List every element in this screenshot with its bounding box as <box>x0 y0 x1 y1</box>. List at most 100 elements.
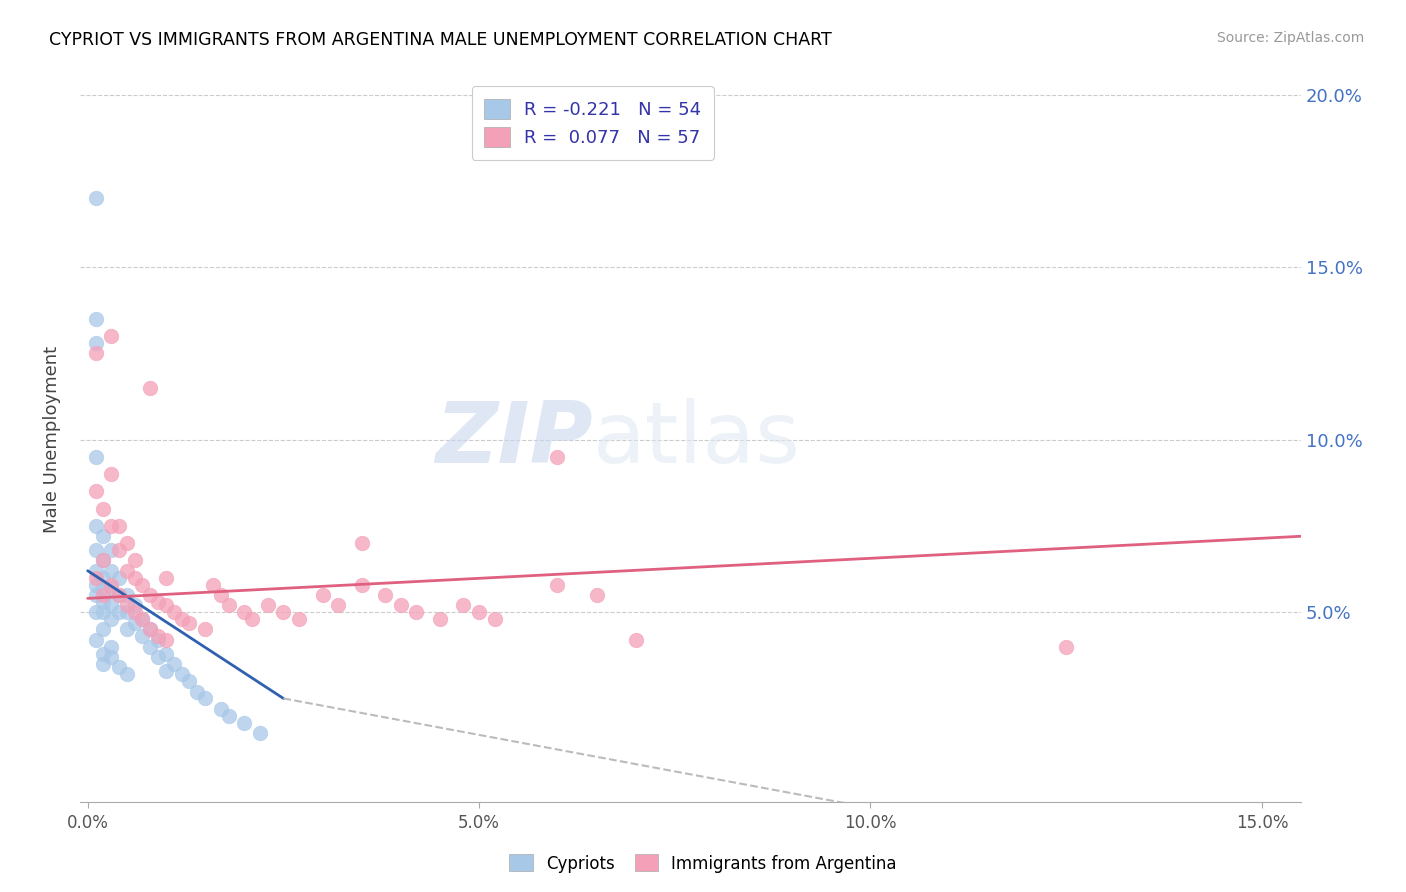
Point <box>155 647 177 661</box>
Point <box>124 615 146 630</box>
Point <box>93 553 115 567</box>
Point <box>170 612 193 626</box>
Point <box>100 612 122 626</box>
Point <box>84 191 107 205</box>
Point <box>139 623 162 637</box>
Point <box>84 588 107 602</box>
Point <box>84 543 107 558</box>
Text: ZIP: ZIP <box>434 398 593 481</box>
Point <box>139 640 162 654</box>
Point <box>93 605 115 619</box>
Point <box>405 605 427 619</box>
Point <box>139 623 162 637</box>
Point <box>256 599 278 613</box>
Point <box>115 605 138 619</box>
Point <box>84 336 107 351</box>
Text: CYPRIOT VS IMMIGRANTS FROM ARGENTINA MALE UNEMPLOYMENT CORRELATION CHART: CYPRIOT VS IMMIGRANTS FROM ARGENTINA MAL… <box>49 31 832 49</box>
Point <box>93 623 115 637</box>
Point <box>453 599 475 613</box>
Point <box>100 650 122 665</box>
Y-axis label: Male Unemployment: Male Unemployment <box>44 346 60 533</box>
Point <box>100 329 122 343</box>
Point <box>240 612 263 626</box>
Point <box>131 612 153 626</box>
Point <box>209 702 232 716</box>
Point <box>155 632 177 647</box>
Point <box>328 599 350 613</box>
Point <box>108 519 131 533</box>
Point <box>93 581 115 595</box>
Point <box>546 577 568 591</box>
Point <box>84 605 107 619</box>
Point <box>84 564 107 578</box>
Point <box>163 657 186 671</box>
Point <box>84 484 107 499</box>
Point <box>374 588 396 602</box>
Point <box>93 571 115 585</box>
Point <box>233 605 256 619</box>
Point <box>209 588 232 602</box>
Point <box>273 605 295 619</box>
Point <box>249 726 271 740</box>
Point <box>146 595 169 609</box>
Point <box>179 674 201 689</box>
Point <box>170 667 193 681</box>
Point <box>108 588 131 602</box>
Point <box>1054 640 1077 654</box>
Point <box>186 684 208 698</box>
Point <box>146 629 169 643</box>
Point <box>179 615 201 630</box>
Point <box>84 577 107 591</box>
Point <box>115 564 138 578</box>
Point <box>100 640 122 654</box>
Point <box>84 571 107 585</box>
Point <box>194 691 217 706</box>
Point <box>624 632 647 647</box>
Point <box>585 588 607 602</box>
Point <box>115 536 138 550</box>
Point <box>93 501 115 516</box>
Point <box>468 605 491 619</box>
Point <box>93 647 115 661</box>
Text: Source: ZipAtlas.com: Source: ZipAtlas.com <box>1216 31 1364 45</box>
Point <box>84 312 107 326</box>
Point <box>163 605 186 619</box>
Point <box>218 599 240 613</box>
Point <box>155 599 177 613</box>
Point <box>100 564 122 578</box>
Point <box>131 577 153 591</box>
Point <box>93 588 115 602</box>
Point <box>201 577 224 591</box>
Point <box>233 715 256 730</box>
Point <box>429 612 451 626</box>
Point <box>131 629 153 643</box>
Point <box>84 632 107 647</box>
Point <box>100 543 122 558</box>
Point <box>108 660 131 674</box>
Point <box>350 577 373 591</box>
Point <box>100 577 122 591</box>
Point <box>131 612 153 626</box>
Point <box>139 381 162 395</box>
Point <box>546 450 568 464</box>
Point <box>93 529 115 543</box>
Point <box>84 450 107 464</box>
Point <box>124 571 146 585</box>
Point <box>124 605 146 619</box>
Point <box>100 581 122 595</box>
Point <box>389 599 412 613</box>
Point <box>115 667 138 681</box>
Point <box>100 519 122 533</box>
Point <box>115 599 138 613</box>
Point <box>155 571 177 585</box>
Point <box>93 657 115 671</box>
Point <box>115 623 138 637</box>
Point <box>84 346 107 360</box>
Point <box>108 588 131 602</box>
Point <box>115 588 138 602</box>
Point <box>124 599 146 613</box>
Legend: Cypriots, Immigrants from Argentina: Cypriots, Immigrants from Argentina <box>502 847 904 880</box>
Point <box>84 519 107 533</box>
Point <box>100 467 122 482</box>
Point <box>108 543 131 558</box>
